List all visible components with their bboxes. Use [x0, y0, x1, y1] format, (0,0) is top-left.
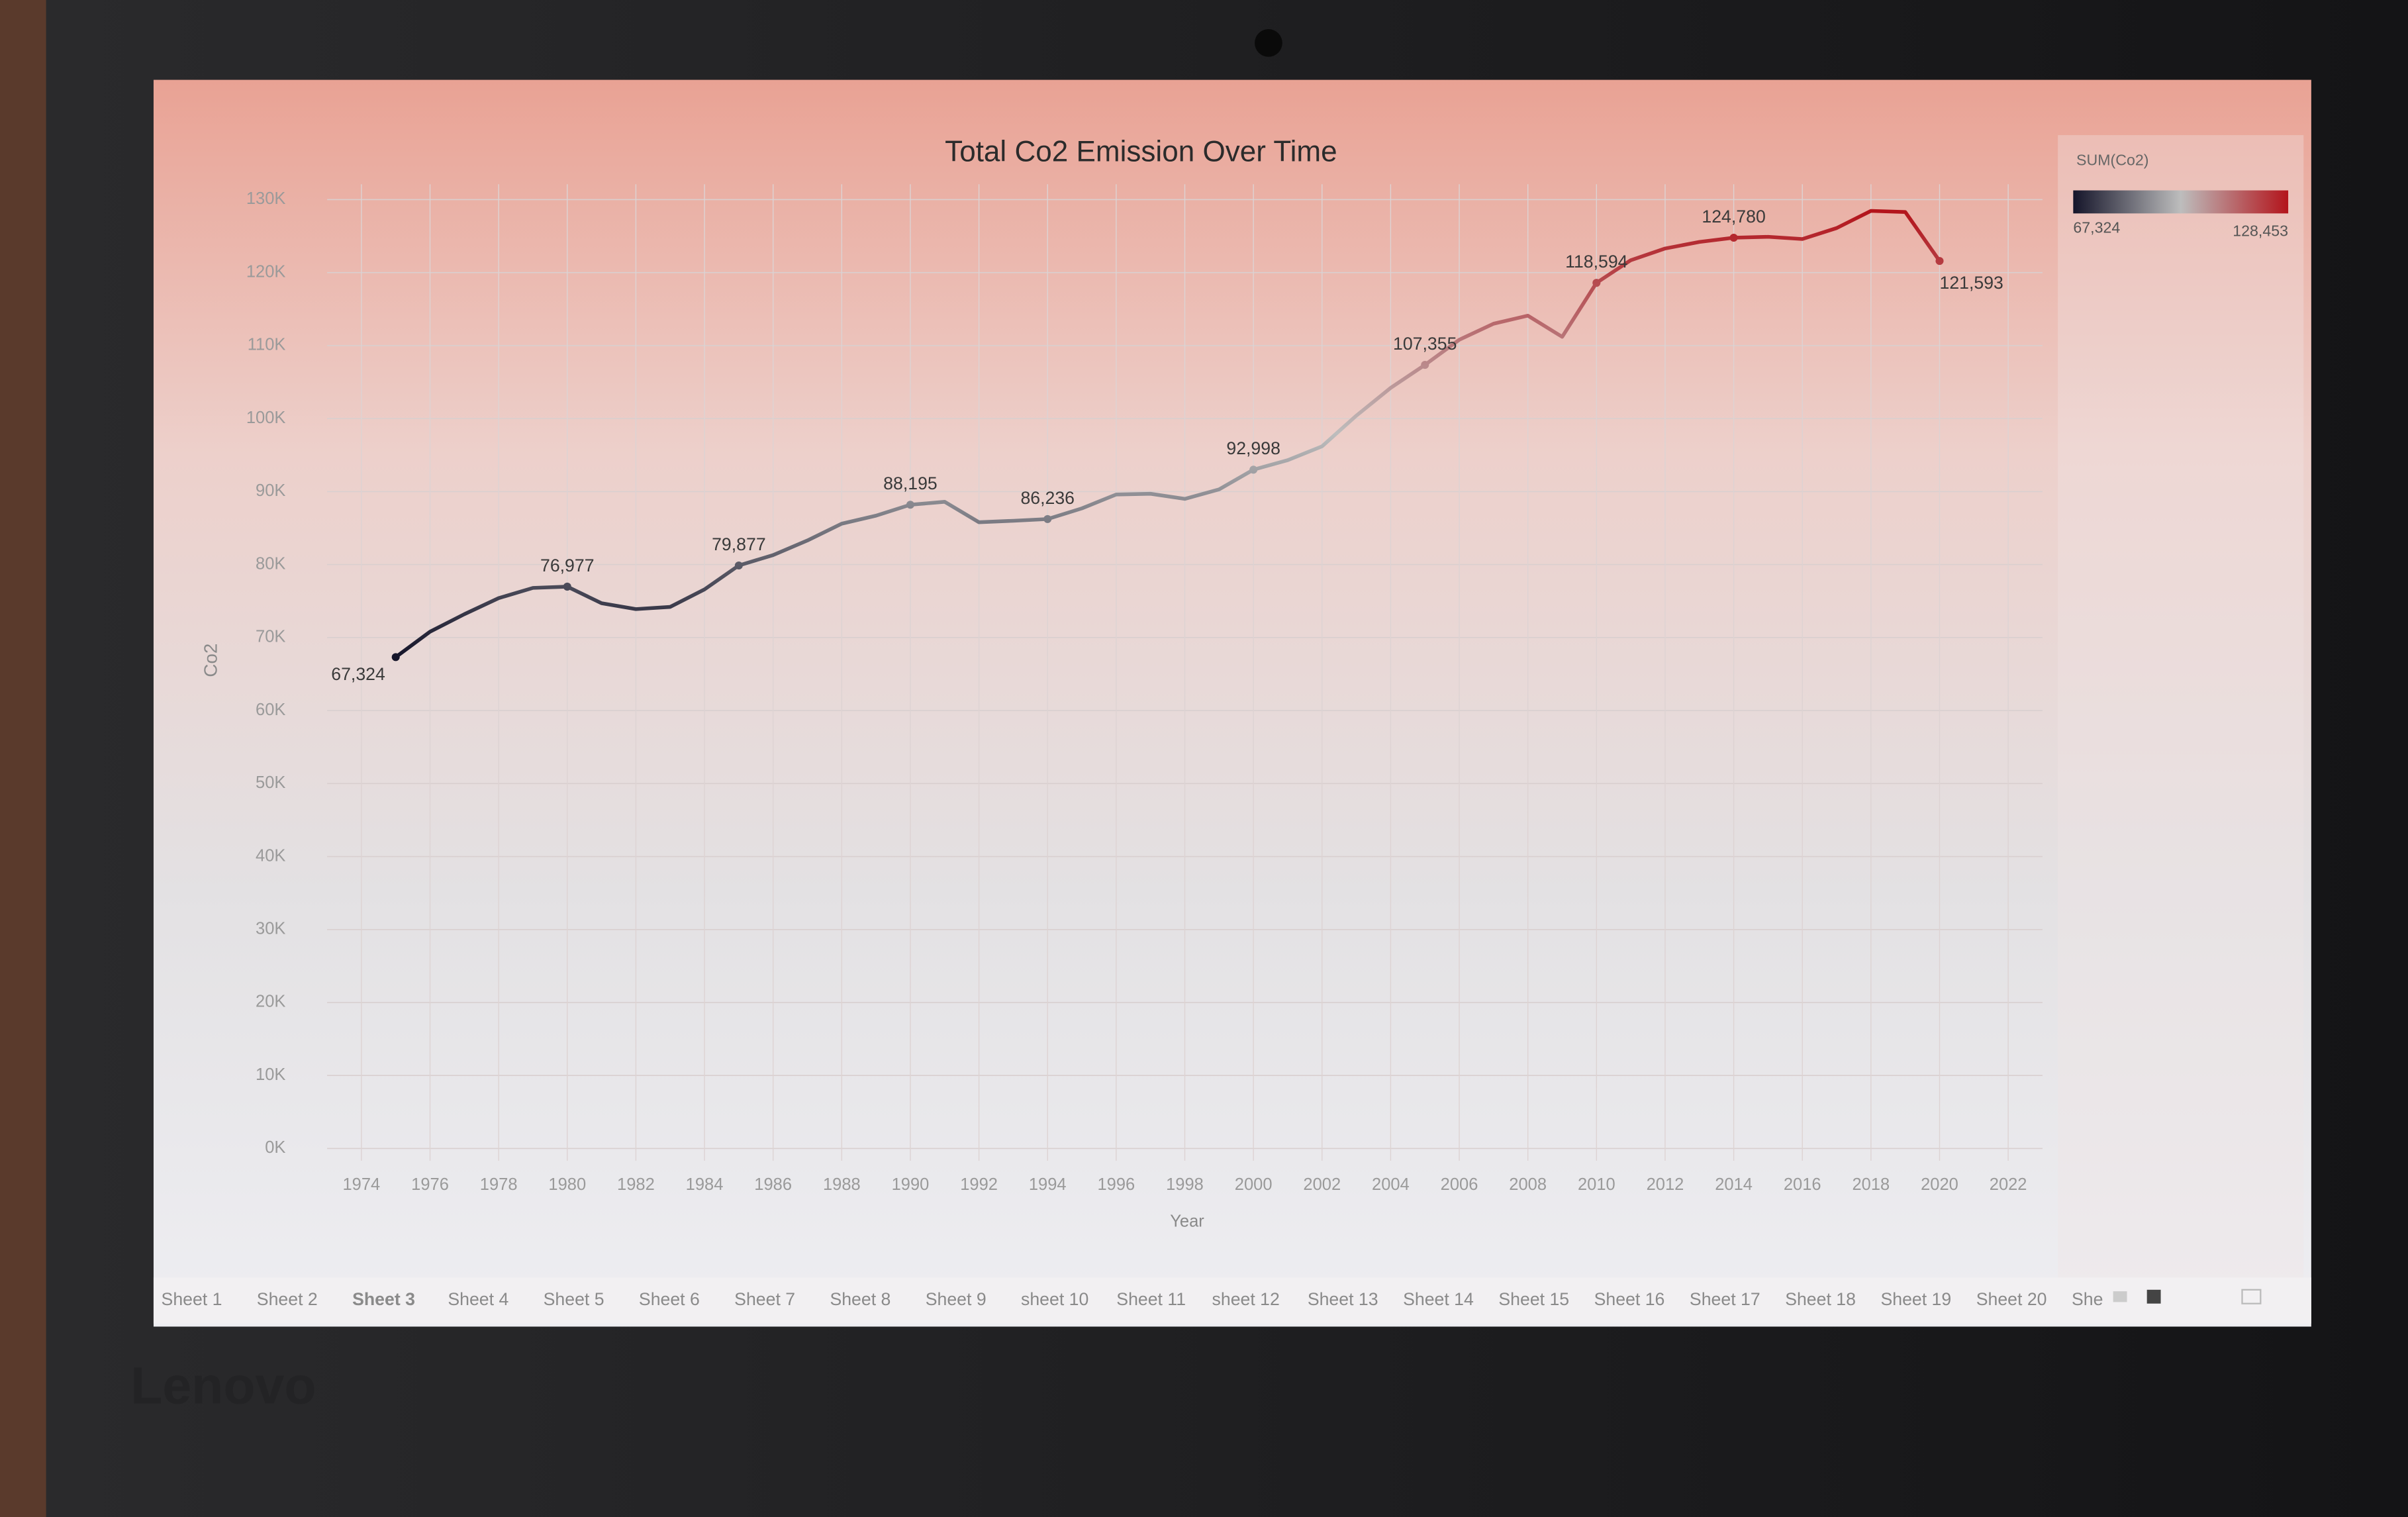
y-tick-label: 70K — [256, 628, 285, 646]
sheet-tab[interactable]: Sheet 3 — [352, 1289, 415, 1309]
x-tick-label: 1998 — [1166, 1175, 1204, 1194]
x-tick-label: 2012 — [1647, 1175, 1684, 1194]
y-tick-label: 50K — [256, 773, 285, 792]
y-tick-label: 120K — [246, 262, 286, 281]
sheet-tab[interactable]: sheet 12 — [1212, 1289, 1280, 1309]
data-label: 79,877 — [712, 534, 766, 554]
sheet-tab[interactable]: Sheet 13 — [1308, 1289, 1378, 1309]
chart-title: Total Co2 Emission Over Time — [945, 136, 1337, 168]
y-axis-label: Co2 — [200, 644, 220, 677]
nav-icon[interactable] — [2146, 1289, 2161, 1304]
sheet-tab[interactable]: Sheet 18 — [1785, 1289, 1856, 1309]
sheet-tab[interactable]: Sheet 16 — [1594, 1289, 1665, 1309]
legend-title: SUM(Co2) — [2076, 152, 2149, 169]
sheet-tab[interactable]: Sheet 5 — [544, 1289, 604, 1309]
x-tick-label: 2010 — [1578, 1175, 1615, 1194]
y-tick-label: 90K — [256, 481, 285, 500]
line-series — [395, 209, 1941, 659]
sheet-tab[interactable]: Sheet 7 — [734, 1289, 795, 1309]
sheet-tab[interactable]: Sheet 19 — [1880, 1289, 1951, 1309]
data-label: 121,593 — [1940, 273, 2003, 293]
sheet-tab[interactable]: Sheet 2 — [257, 1289, 318, 1309]
webcam — [1255, 29, 1282, 57]
sheet-tab[interactable]: Sheet 4 — [448, 1289, 508, 1309]
brand-logo: Lenovo — [130, 1356, 316, 1414]
data-point — [1935, 257, 1944, 266]
sheet-tab[interactable]: sheet 10 — [1021, 1289, 1088, 1309]
x-tick-label: 2006 — [1441, 1175, 1478, 1194]
sheet-tab[interactable]: Sheet 14 — [1403, 1289, 1474, 1309]
data-label: 88,195 — [883, 473, 938, 493]
x-tick-label: 1980 — [548, 1175, 586, 1194]
x-tick-label: 2016 — [1784, 1175, 1821, 1194]
x-tick-label: 2002 — [1303, 1175, 1341, 1194]
x-axis-label: Year — [1170, 1212, 1204, 1231]
y-tick-label: 30K — [256, 920, 285, 938]
y-tick-label: 60K — [256, 701, 285, 719]
x-tick-label: 1994 — [1029, 1175, 1067, 1194]
x-tick-label: 1992 — [960, 1175, 998, 1194]
y-tick-label: 40K — [256, 846, 285, 865]
nav-icon[interactable] — [2113, 1291, 2127, 1302]
y-tick-label: 100K — [246, 409, 286, 427]
x-tick-label: 2022 — [1990, 1175, 2027, 1194]
y-tick-label: 110K — [248, 336, 286, 354]
x-tick-label: 1976 — [411, 1175, 449, 1194]
sheet-tab[interactable]: Sheet 1 — [162, 1289, 222, 1309]
legend-color-ramp — [2073, 190, 2289, 214]
screen — [153, 79, 2311, 1327]
legend-min-label: 67,324 — [2073, 219, 2120, 236]
x-tick-label: 1986 — [754, 1175, 792, 1194]
sheet-tab[interactable]: Sheet 11 — [1116, 1289, 1186, 1309]
x-tick-label: 2014 — [1715, 1175, 1753, 1194]
x-tick-label: 1984 — [686, 1175, 724, 1194]
data-point — [1729, 233, 1738, 242]
x-tick-label: 1982 — [617, 1175, 655, 1194]
legend-pane — [2058, 135, 2304, 1281]
data-point — [563, 582, 571, 591]
data-label: 67,324 — [331, 664, 385, 684]
data-label: 86,236 — [1020, 488, 1075, 508]
data-point — [1043, 514, 1052, 523]
x-tick-label: 1974 — [343, 1175, 381, 1194]
data-label: 92,998 — [1226, 438, 1280, 458]
tab-bar — [153, 1277, 2311, 1324]
data-point — [1249, 465, 1258, 474]
y-tick-label: 0K — [265, 1138, 285, 1157]
x-tick-label: 1990 — [892, 1175, 930, 1194]
x-tick-label: 2008 — [1509, 1175, 1547, 1194]
x-tick-label: 1978 — [480, 1175, 518, 1194]
data-point — [906, 501, 914, 509]
x-tick-label: 1996 — [1097, 1175, 1135, 1194]
sheet-tab[interactable]: Sheet 6 — [639, 1289, 700, 1309]
data-point — [1421, 361, 1429, 369]
sheet-tab[interactable]: Sheet 15 — [1498, 1289, 1569, 1309]
sheet-tab[interactable]: Sheet 17 — [1690, 1289, 1760, 1309]
tab-nav-icons — [2113, 1289, 2262, 1304]
sheet-tab[interactable]: Sheet 9 — [926, 1289, 987, 1309]
data-point — [391, 653, 400, 661]
data-label: 118,594 — [1565, 252, 1628, 271]
sheet-tab[interactable]: Sheet 20 — [1976, 1289, 2047, 1309]
sheet-tab[interactable]: She — [2072, 1289, 2103, 1309]
x-tick-label: 2004 — [1372, 1175, 1410, 1194]
y-tick-label: 10K — [256, 1065, 285, 1084]
y-tick-label: 130K — [246, 189, 286, 208]
data-label: 76,977 — [540, 556, 595, 575]
data-label: 124,780 — [1702, 207, 1765, 226]
data-label: 107,355 — [1393, 334, 1457, 354]
nav-icon[interactable] — [2241, 1289, 2262, 1304]
x-tick-label: 2000 — [1235, 1175, 1273, 1194]
data-point — [1592, 279, 1601, 287]
data-point — [734, 561, 743, 569]
legend-max-label: 128,453 — [2233, 222, 2288, 239]
x-tick-label: 2018 — [1852, 1175, 1890, 1194]
sheet-tab[interactable]: Sheet 8 — [830, 1289, 891, 1309]
y-tick-label: 20K — [256, 993, 285, 1011]
x-tick-label: 1988 — [823, 1175, 861, 1194]
x-tick-label: 2020 — [1921, 1175, 1958, 1194]
y-tick-label: 80K — [256, 554, 285, 573]
